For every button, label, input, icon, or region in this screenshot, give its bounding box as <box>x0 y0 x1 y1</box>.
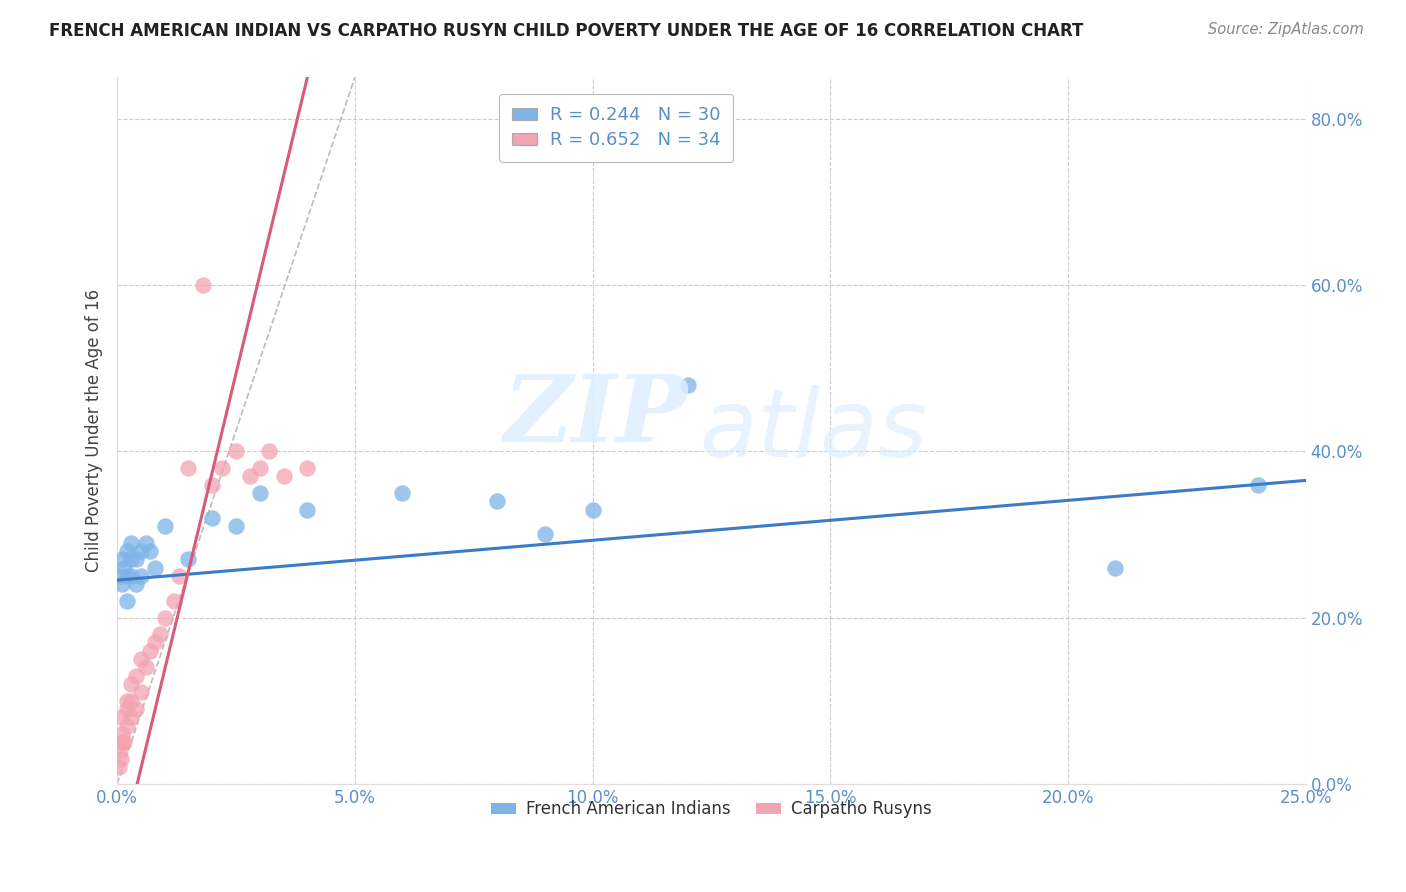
Point <box>149 627 172 641</box>
Point <box>225 519 247 533</box>
Point <box>110 752 132 766</box>
Point <box>391 486 413 500</box>
Point <box>135 535 157 549</box>
Point <box>201 477 224 491</box>
Point <box>111 735 134 749</box>
Point <box>111 710 134 724</box>
Point <box>239 469 262 483</box>
Point <box>112 560 135 574</box>
Point <box>153 519 176 533</box>
Y-axis label: Child Poverty Under the Age of 16: Child Poverty Under the Age of 16 <box>86 289 103 572</box>
Point <box>297 461 319 475</box>
Point <box>143 635 166 649</box>
Point <box>1104 560 1126 574</box>
Point <box>259 444 281 458</box>
Point <box>107 760 129 774</box>
Point <box>115 702 138 716</box>
Point <box>273 469 295 483</box>
Text: Source: ZipAtlas.com: Source: ZipAtlas.com <box>1208 22 1364 37</box>
Point <box>108 743 131 757</box>
Point <box>112 735 135 749</box>
Point <box>120 710 142 724</box>
Point <box>249 486 271 500</box>
Point <box>177 552 200 566</box>
Point <box>135 660 157 674</box>
Point <box>1247 477 1270 491</box>
Point <box>129 569 152 583</box>
Point <box>225 444 247 458</box>
Point <box>139 644 162 658</box>
Point <box>129 652 152 666</box>
Point <box>120 552 142 566</box>
Point <box>129 685 152 699</box>
Point <box>167 569 190 583</box>
Point <box>115 718 138 732</box>
Point <box>297 502 319 516</box>
Text: FRENCH AMERICAN INDIAN VS CARPATHO RUSYN CHILD POVERTY UNDER THE AGE OF 16 CORRE: FRENCH AMERICAN INDIAN VS CARPATHO RUSYN… <box>49 22 1084 40</box>
Point <box>249 461 271 475</box>
Point <box>191 278 214 293</box>
Point <box>115 693 138 707</box>
Point <box>115 594 138 608</box>
Point <box>108 569 131 583</box>
Legend: French American Indians, Carpatho Rusyns: French American Indians, Carpatho Rusyns <box>485 794 938 825</box>
Point <box>115 544 138 558</box>
Point <box>163 594 186 608</box>
Point <box>111 727 134 741</box>
Point <box>201 511 224 525</box>
Point <box>581 502 603 516</box>
Point <box>115 569 138 583</box>
Point <box>120 693 142 707</box>
Point <box>125 702 148 716</box>
Text: ZIP: ZIP <box>503 371 688 461</box>
Point <box>153 610 176 624</box>
Point <box>120 569 142 583</box>
Point <box>125 552 148 566</box>
Point <box>143 560 166 574</box>
Point <box>177 461 200 475</box>
Point <box>139 544 162 558</box>
Point <box>486 494 509 508</box>
Point <box>111 552 134 566</box>
Point <box>125 669 148 683</box>
Point <box>120 535 142 549</box>
Text: atlas: atlas <box>699 385 928 476</box>
Point <box>211 461 233 475</box>
Point <box>534 527 557 541</box>
Point <box>129 544 152 558</box>
Point <box>125 577 148 591</box>
Point <box>111 577 134 591</box>
Point <box>676 377 699 392</box>
Point <box>120 677 142 691</box>
